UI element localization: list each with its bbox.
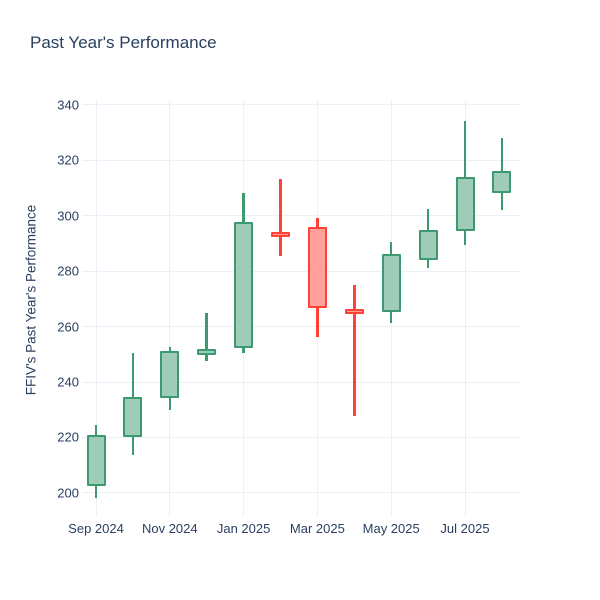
- gridline-h: [82, 492, 520, 494]
- x-tick-label: May 2025: [362, 521, 420, 536]
- gridline-h: [82, 326, 520, 328]
- candle-body: [455, 176, 475, 231]
- y-tick-label: 320: [57, 152, 79, 168]
- plot-area: [82, 100, 520, 517]
- x-tick-label: Sep 2024: [68, 521, 124, 536]
- candle-body: [492, 170, 512, 193]
- candle-body: [271, 231, 290, 237]
- candle-wick: [353, 285, 356, 416]
- y-tick-label: 260: [57, 319, 79, 335]
- x-tick-label: Jul 2025: [440, 521, 490, 536]
- candle-wick: [279, 179, 282, 256]
- gridline-v: [464, 100, 466, 517]
- gridline-h: [82, 215, 520, 217]
- x-tick-label: Nov 2024: [141, 521, 198, 536]
- gridline-v: [95, 100, 97, 517]
- x-tick-label: Mar 2025: [289, 521, 345, 536]
- candle-body: [418, 229, 438, 260]
- y-tick-label: 220: [57, 429, 79, 445]
- gridline-h: [82, 381, 520, 383]
- candle-body: [381, 254, 401, 312]
- y-axis-title: FFIV's Past Year's Performance: [23, 204, 39, 396]
- y-tick-label: 340: [57, 97, 79, 113]
- candle-body: [234, 221, 254, 348]
- gridline-h: [82, 270, 520, 272]
- candle-wick: [205, 312, 208, 361]
- candle-body: [123, 397, 143, 437]
- candle-body: [86, 434, 106, 486]
- y-tick-label: 240: [57, 374, 79, 390]
- gridline-h: [82, 436, 520, 438]
- candle-body: [344, 309, 364, 315]
- y-tick-label: 300: [57, 208, 79, 224]
- x-tick-label: Jan 2025: [216, 521, 271, 536]
- candle-body: [160, 351, 180, 398]
- gridline-h: [82, 104, 520, 106]
- gridline-h: [82, 159, 520, 161]
- y-tick-label: 200: [57, 485, 79, 501]
- candle-body: [307, 227, 327, 309]
- chart-title: Past Year's Performance: [30, 33, 217, 52]
- y-tick-label: 280: [57, 263, 79, 279]
- gridline-v: [169, 100, 171, 517]
- candle-body: [197, 349, 217, 355]
